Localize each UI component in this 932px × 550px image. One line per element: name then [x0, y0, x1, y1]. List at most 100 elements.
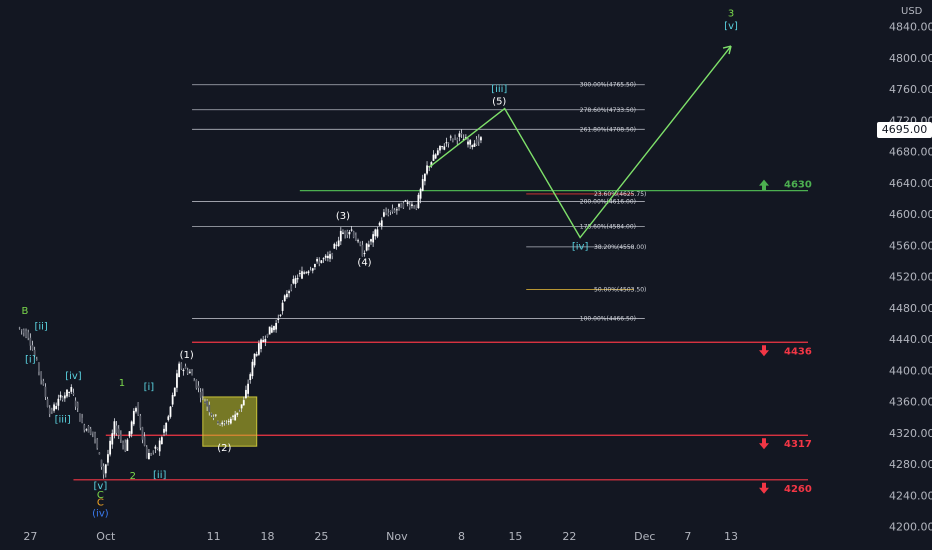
x-tick-label: 22	[562, 530, 576, 543]
candle-body	[221, 422, 224, 425]
candle-body	[102, 465, 105, 475]
candle-body	[89, 428, 92, 435]
candle-body	[426, 165, 428, 174]
wave-label: 1	[119, 378, 125, 389]
candle-body	[113, 421, 116, 435]
candle-body	[361, 244, 364, 257]
candle-body	[439, 145, 441, 151]
candle-body	[87, 425, 90, 433]
candle-body	[214, 414, 217, 416]
candle-body	[415, 204, 418, 210]
candle-body	[193, 380, 196, 382]
candle-body	[98, 452, 101, 455]
candle-body	[176, 373, 178, 388]
wave-label: [ii]	[153, 470, 166, 481]
x-tick-label: 11	[207, 530, 221, 543]
candle-body	[55, 406, 58, 409]
candle-body	[311, 268, 314, 271]
arrow-head-icon	[722, 45, 732, 55]
candle-body	[85, 429, 88, 431]
candle-body	[141, 427, 144, 440]
y-tick-label: 4600.00	[889, 208, 932, 221]
candle-body	[475, 139, 478, 145]
candle-body	[275, 322, 278, 330]
down-arrow-icon	[759, 345, 769, 357]
candle-body	[262, 339, 265, 342]
candle-body	[253, 353, 256, 366]
fib-label: 261.80%(4708.50)	[580, 126, 636, 133]
candle-body	[111, 433, 114, 445]
candle-body	[277, 318, 280, 320]
candle-body	[135, 408, 137, 412]
candle-body	[283, 295, 286, 302]
candle-body	[191, 371, 193, 376]
candle-body	[337, 240, 340, 247]
wave-label: (iv)	[92, 509, 109, 520]
candle-body	[199, 392, 202, 398]
candle-body	[59, 394, 62, 398]
x-tick-label: 18	[261, 530, 275, 543]
y-tick-label: 4440.00	[889, 333, 932, 346]
candle-body	[184, 366, 187, 369]
candle-body	[458, 133, 461, 137]
candle-body	[471, 145, 474, 148]
candle-body	[33, 349, 36, 356]
candle-body	[413, 206, 416, 208]
candle-body	[309, 270, 312, 272]
y-tick-label: 4360.00	[889, 396, 932, 409]
x-tick-label: 15	[508, 530, 522, 543]
candle-body	[208, 404, 211, 413]
candle-body	[173, 387, 176, 397]
level-label: 4317	[784, 439, 812, 450]
wave-label: (1)	[180, 350, 194, 361]
candle-body	[165, 422, 168, 432]
candle-body	[169, 406, 172, 417]
candle-body	[38, 362, 40, 372]
candle-body	[294, 278, 297, 285]
candle-body	[197, 385, 200, 389]
candle-body	[430, 162, 433, 167]
candle-body	[219, 423, 221, 425]
candle-body	[227, 420, 230, 422]
y-tick-label: 4280.00	[889, 458, 932, 471]
candle-body	[206, 400, 209, 407]
candle-body	[74, 400, 77, 407]
wave-label: [ii]	[34, 322, 47, 333]
level-label: 4436	[784, 346, 812, 357]
highlight-zone-rect	[202, 396, 258, 447]
candle-body	[249, 374, 252, 381]
candle-body	[137, 402, 140, 416]
candle-body	[385, 211, 387, 214]
candle-body	[421, 179, 424, 191]
wave-label: [iv]	[572, 241, 589, 252]
candle-body	[160, 437, 163, 445]
candle-body	[122, 442, 124, 445]
candle-body	[370, 239, 372, 242]
projection-path	[428, 45, 732, 239]
candle-body	[363, 253, 366, 255]
candle-body	[25, 330, 27, 337]
candle-body	[70, 387, 73, 392]
candle-body	[393, 210, 396, 213]
y-tick-label: 4480.00	[889, 302, 932, 315]
candle-body	[447, 142, 450, 144]
candle-body	[119, 434, 122, 440]
candle-body	[186, 370, 189, 374]
wave-label: C	[97, 498, 104, 509]
candle-body	[232, 415, 234, 417]
x-tick-label: 7	[684, 530, 691, 543]
candle-body	[152, 451, 155, 453]
candle-body	[456, 138, 459, 141]
candle-body	[292, 279, 295, 284]
candle-body	[404, 200, 407, 202]
candle-body	[154, 446, 157, 449]
candle-body	[436, 150, 439, 155]
candle-body	[266, 334, 269, 337]
candle-body	[290, 285, 293, 290]
candle-body	[257, 343, 260, 355]
x-tick-label: 13	[724, 530, 738, 543]
candle-body	[352, 231, 355, 238]
candle-body	[454, 135, 456, 137]
